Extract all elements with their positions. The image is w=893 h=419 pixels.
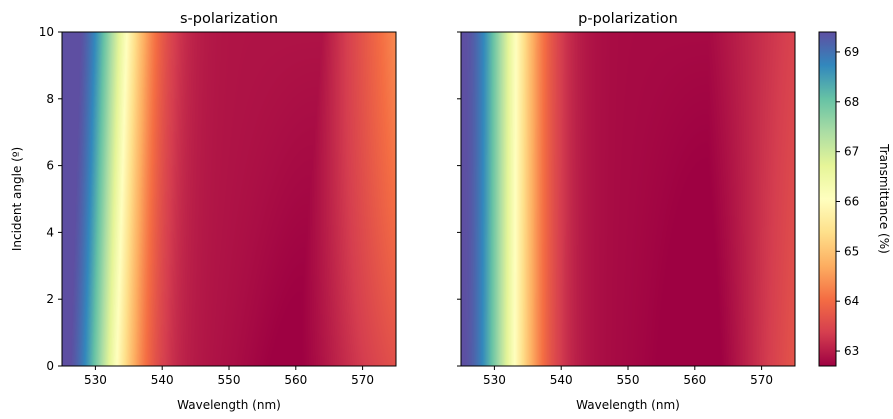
heatmap-canvas-p [461,32,795,366]
colorbar-tick-label: 68 [844,95,859,109]
y-ticks-p [457,31,461,367]
colorbar-tick-label: 63 [844,344,859,358]
panel-s-polarization: 530 540 550 560 570 0 2 4 6 8 10 s-polarization W… [10,11,397,412]
x-tick-label: 530 [84,373,107,387]
y-tick-label: 0 [46,359,54,373]
colorbar-tick-label: 69 [844,45,859,59]
panel-p-polarization: 530 540 550 560 570 p-polarization Wavelengt… [457,11,796,412]
heatmap-p-polarization [461,32,795,366]
y-tick-label: 4 [46,225,54,239]
heatmap-canvas-s [62,32,396,366]
x-tick-label: 550 [617,373,640,387]
y-tick-label: 2 [46,292,54,306]
colorbar: 63 64 65 66 67 68 69 Transmittance (%) [818,31,891,367]
panel-title-s: s-polarization [180,11,278,27]
x-tick-label: 530 [483,373,506,387]
colorbar-tick-label: 67 [844,145,859,159]
x-tick-label: 570 [750,373,773,387]
x-ticks-s: 530 540 550 560 570 [84,366,374,387]
x-ticks-p: 530 540 550 560 570 [483,366,773,387]
x-tick-label: 550 [218,373,241,387]
colorbar-label: Transmittance (%) [877,143,891,254]
x-tick-label: 540 [151,373,174,387]
panel-title-p: p-polarization [578,11,678,27]
y-tick-label: 6 [46,159,54,173]
colorbar-gradient [819,32,836,366]
y-axis-label: Incident angle (º) [10,147,24,251]
colorbar-tick-label: 64 [844,294,859,308]
x-tick-label: 560 [284,373,307,387]
x-axis-label-p: Wavelength (nm) [576,398,680,412]
heatmap-s-polarization [62,32,396,366]
y-tick-label: 8 [46,92,54,106]
y-tick-label: 10 [39,25,54,39]
colorbar-frame [818,31,837,367]
x-tick-label: 560 [683,373,706,387]
y-ticks-s: 0 2 4 6 8 10 [39,25,62,373]
colorbar-ticks: 63 64 65 66 67 68 69 [836,45,859,358]
x-tick-label: 570 [351,373,374,387]
colorbar-tick-label: 66 [844,194,859,208]
x-tick-label: 540 [550,373,573,387]
colorbar-tick-label: 65 [844,244,859,258]
x-axis-label-s: Wavelength (nm) [177,398,281,412]
